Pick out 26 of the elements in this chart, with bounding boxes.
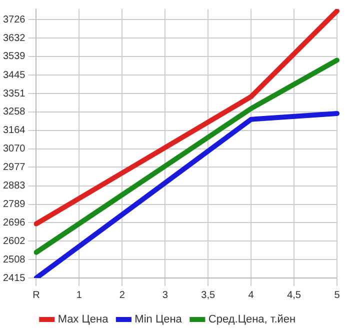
x-tick-label: R	[32, 290, 40, 301]
y-tick-label: 3351	[2, 88, 26, 100]
y-tick-label: 3445	[2, 70, 26, 81]
y-tick-label: 2602	[2, 236, 26, 247]
y-tick-label: 3726	[2, 14, 26, 26]
legend-label: Max Цена	[58, 314, 110, 326]
x-tick-label: 3	[162, 290, 168, 301]
y-tick-label: 2508	[2, 254, 26, 266]
y-tick-label: 3539	[2, 51, 26, 62]
x-tick-label: 4	[248, 290, 254, 301]
y-tick-label: 2696	[2, 217, 26, 228]
y-tick-label: 3164	[2, 125, 26, 136]
legend-label: Сред.Цена, т.йен	[208, 314, 296, 326]
y-tick-label: 2415	[2, 272, 26, 284]
y-tick-label: 3632	[2, 32, 26, 44]
x-tick-label: 1	[76, 290, 82, 301]
y-tick-label: 3070	[2, 144, 26, 155]
y-tick-label: 2883	[2, 180, 26, 192]
x-tick-label: 3,5	[201, 290, 216, 301]
x-tick-label: 4,5	[287, 290, 302, 301]
x-tick-label: 2	[119, 290, 126, 301]
y-tick-label: 2789	[2, 199, 26, 210]
legend-label: Min Цена	[134, 314, 183, 326]
y-tick-label: 3258	[2, 106, 26, 118]
y-tick-label: 2977	[2, 162, 26, 173]
x-tick-label: 5	[334, 290, 340, 301]
